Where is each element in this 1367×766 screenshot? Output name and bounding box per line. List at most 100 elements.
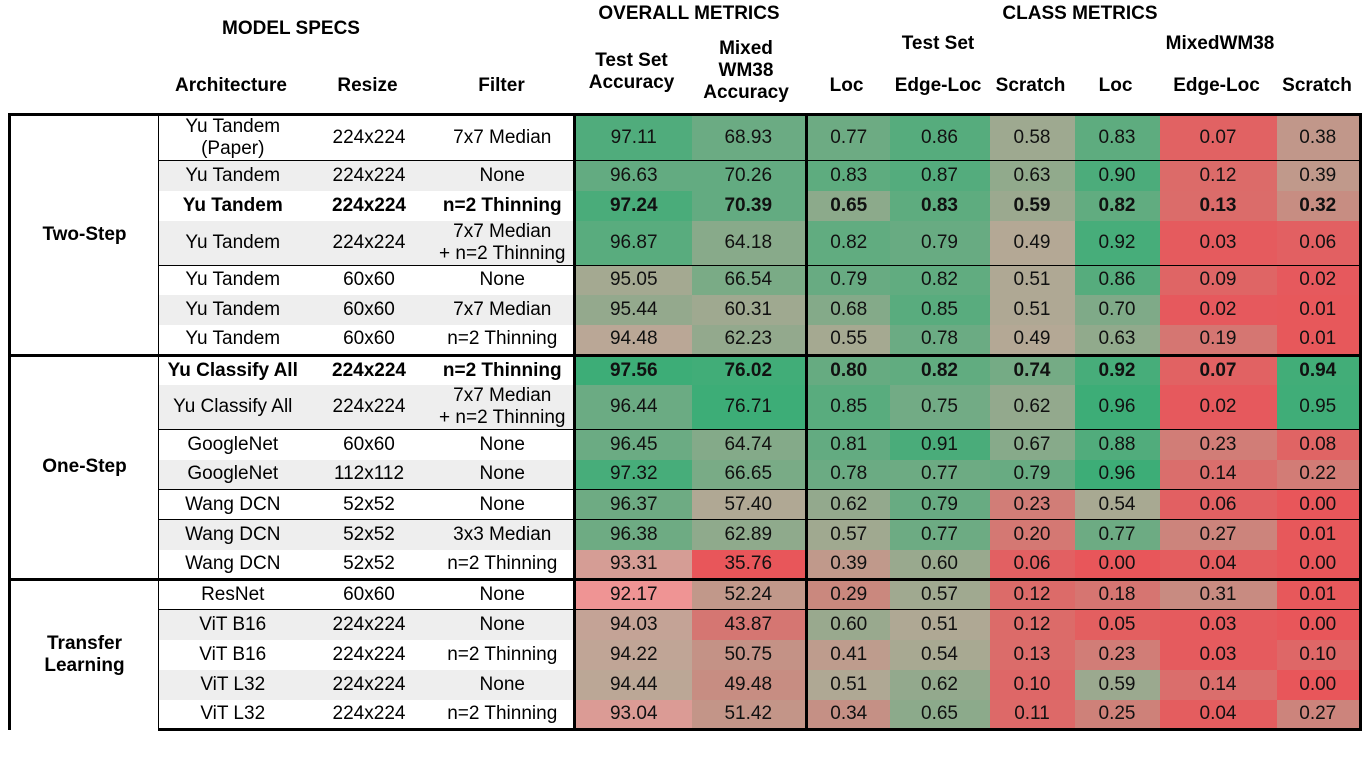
edge-loc-cell: 0.82 — [889, 353, 990, 385]
table-row: Wang DCN 52x52 3x3 Median 96.38 62.89 0.57 0.7… — [10, 519, 1362, 550]
architecture-cell: Yu Tandem — [158, 160, 307, 191]
model-specs-heading: MODEL SPECS — [222, 18, 360, 39]
mixed-edge-loc-cell: 0.23 — [1159, 429, 1277, 460]
loc-cell: 0.65 — [805, 190, 890, 221]
edge-loc-cell: 0.65 — [889, 699, 990, 731]
mixed-edge-loc-cell: 0.13 — [1159, 190, 1277, 221]
filter-cell-line: None — [479, 673, 525, 695]
mixed-acc-cell: 57.40 — [691, 489, 807, 520]
mixed-scratch-cell: 0.01 — [1276, 519, 1362, 550]
mixed-edge-loc-cell: 0.14 — [1159, 459, 1277, 490]
test-acc-cell: 96.37 — [573, 489, 692, 520]
test-acc-cell: 94.22 — [573, 639, 692, 670]
architecture-cell: Yu Tandem — [158, 190, 307, 221]
architecture-cell-line: GoogleNet — [187, 463, 279, 485]
mixed-scratch-cell: 0.01 — [1276, 295, 1362, 325]
mixed-scratch-cell: 0.95 — [1276, 385, 1362, 430]
mixed-scratch-cell: 0.22 — [1276, 459, 1362, 490]
filter-cell-line: None — [479, 269, 525, 291]
loc-cell: 0.79 — [805, 264, 890, 295]
mixed-acc-cell: 62.23 — [691, 325, 807, 357]
table-row: Wang DCN 52x52 None 96.37 57.40 0.62 0.79 0.23 0… — [10, 489, 1362, 520]
scratch-cell: 0.51 — [989, 264, 1075, 295]
architecture-cell-line: Yu Classify All — [167, 359, 298, 381]
test-acc-cell: 95.05 — [573, 264, 692, 295]
filter-cell-line: + n=2 Thinning — [439, 407, 566, 428]
resize-cell: 224x224 — [306, 669, 432, 700]
scratch-cell: 0.12 — [989, 609, 1075, 640]
architecture-cell-line: GoogleNet — [187, 433, 279, 455]
test-acc-cell: 93.04 — [573, 699, 692, 731]
resize-cell: 224x224 — [306, 160, 432, 191]
architecture-cell-line: Yu Tandem — [182, 194, 283, 216]
table-row: Two-Step Yu Tandem (Paper) 224x224 7x7 Media… — [8, 113, 1362, 355]
mixed-scratch-cell: 0.00 — [1276, 549, 1362, 581]
resize-cell: 60x60 — [306, 578, 432, 610]
mixed-loc-cell: 0.23 — [1074, 639, 1160, 670]
test-acc-cell: 96.44 — [573, 385, 692, 430]
filter-cell: None — [431, 160, 575, 191]
edge-loc-cell: 0.86 — [889, 113, 990, 161]
mixed-edge-loc-cell: 0.03 — [1159, 609, 1277, 640]
scratch-cell: 0.20 — [989, 519, 1075, 550]
loc-cell: 0.83 — [805, 160, 890, 191]
edge-loc-cell: 0.85 — [889, 295, 990, 325]
loc-cell: 0.85 — [805, 385, 890, 430]
filter-cell: n=2 Thinning — [431, 699, 575, 731]
filter-cell-line: n=2 Thinning — [447, 328, 558, 350]
mixed-loc-cell: 0.92 — [1074, 220, 1160, 265]
filter-cell: n=2 Thinning — [431, 325, 575, 357]
edge-loc-cell: 0.79 — [889, 489, 990, 520]
resize-cell: 60x60 — [306, 429, 432, 460]
filter-cell: 3x3 Median — [431, 519, 575, 550]
filter-cell: None — [431, 264, 575, 295]
filter-cell-line: n=2 Thinning — [447, 552, 558, 574]
resize-cell: 52x52 — [306, 519, 432, 550]
results-table: Two-Step Yu Tandem (Paper) 224x224 7x7 Media… — [8, 113, 1362, 731]
mixed-edge-loc-cell: 0.07 — [1159, 353, 1277, 385]
architecture-cell-line: Wang DCN — [185, 552, 281, 574]
architecture-cell: Wang DCN — [158, 489, 307, 520]
filter-cell-line: None — [479, 433, 525, 455]
loc-cell: 0.80 — [805, 353, 890, 385]
table-row: Yu Tandem 60x60 n=2 Thinning 94.48 62.23 0.55… — [10, 325, 1362, 357]
architecture-cell-line: Yu Tandem — [185, 164, 281, 186]
architecture-cell: Yu Tandem — [158, 295, 307, 325]
scratch-cell: 0.11 — [989, 699, 1075, 731]
scratch-cell: 0.49 — [989, 220, 1075, 265]
architecture-cell-line: Yu Tandem — [185, 269, 281, 291]
filter-cell-line: + n=2 Thinning — [439, 242, 566, 264]
col-test-acc-line1: Test Set — [595, 50, 668, 71]
mixed-edge-loc-cell: 0.09 — [1159, 264, 1277, 295]
filter-cell-line: 7x7 Median — [453, 299, 552, 320]
overall-metrics-heading: OVERALL METRICS — [598, 3, 780, 24]
filter-cell-line: 3x3 Median — [453, 523, 552, 545]
mixed-acc-cell: 50.75 — [691, 639, 807, 670]
test-acc-cell: 94.03 — [573, 609, 692, 640]
scratch-cell: 0.59 — [989, 190, 1075, 221]
test-acc-cell: 96.87 — [573, 220, 692, 265]
architecture-cell: Yu Tandem — [158, 220, 307, 265]
filter-cell: 7x7 Median + n=2 Thinning — [431, 385, 575, 430]
architecture-cell: Wang DCN — [158, 549, 307, 581]
class-metrics-heading: CLASS METRICS — [1002, 3, 1158, 24]
col-edge-loc: Edge-Loc — [894, 75, 982, 96]
architecture-cell: ViT L32 — [158, 669, 307, 700]
table-row: GoogleNet 60x60 None 96.45 64.74 0.81 0.91 0.67… — [10, 429, 1362, 460]
mixed-loc-cell: 0.63 — [1074, 325, 1160, 357]
edge-loc-cell: 0.77 — [889, 459, 990, 490]
group-label-line: Transfer — [47, 633, 122, 655]
mixed-acc-cell: 64.18 — [691, 220, 807, 265]
architecture-cell-line: Wang DCN — [185, 523, 281, 545]
resize-cell: 224x224 — [306, 353, 432, 385]
edge-loc-cell: 0.87 — [889, 160, 990, 191]
mixed-edge-loc-cell: 0.03 — [1159, 639, 1277, 670]
group-label-line: Two-Step — [42, 223, 127, 245]
mixed-loc-cell: 0.92 — [1074, 353, 1160, 385]
mixed-scratch-cell: 0.00 — [1276, 669, 1362, 700]
mixed-loc-cell: 0.83 — [1074, 113, 1160, 161]
architecture-cell-line: ViT L32 — [200, 673, 266, 695]
mixed-edge-loc-cell: 0.12 — [1159, 160, 1277, 191]
filter-cell-line: n=2 Thinning — [447, 643, 558, 665]
scratch-cell: 0.62 — [989, 385, 1075, 430]
